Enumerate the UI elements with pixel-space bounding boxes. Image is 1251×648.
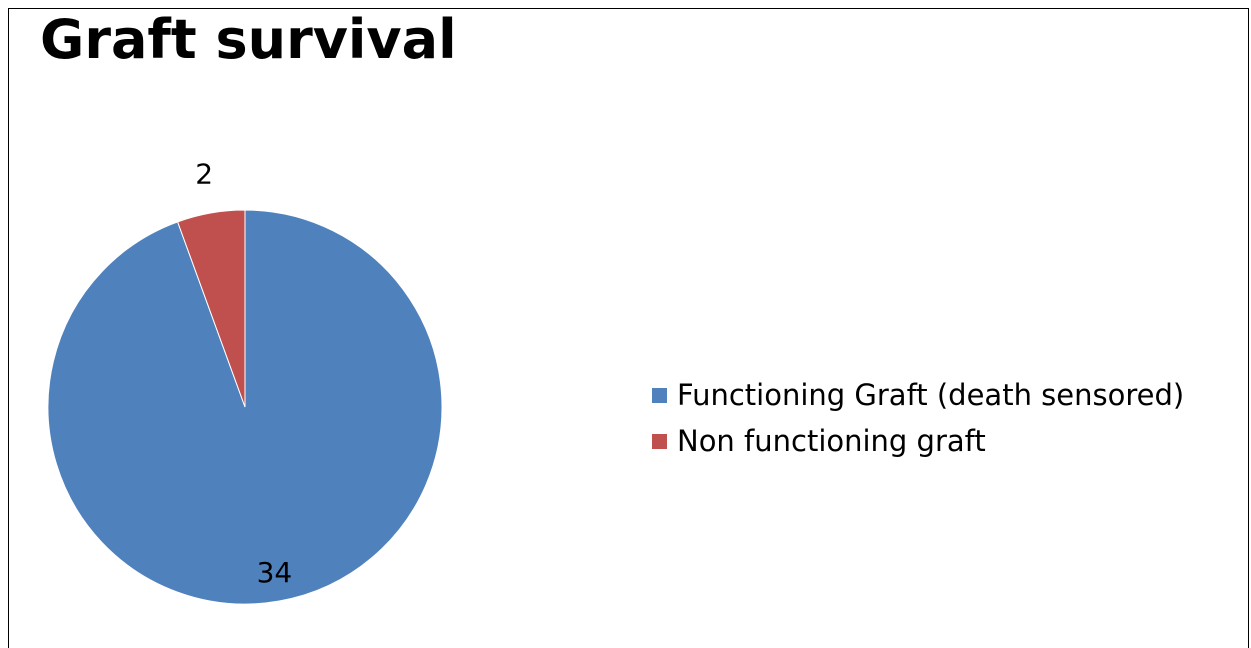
pie-slices (47, 209, 443, 605)
chart-title: Graft survival (40, 8, 457, 71)
legend-item-functioning: Functioning Graft (death sensored) (652, 372, 1184, 418)
legend-swatch-non-functioning (652, 433, 667, 449)
legend-swatch-functioning (652, 387, 667, 403)
data-label-non-functioning: 2 (195, 158, 213, 191)
pie-chart: 34 2 (47, 158, 443, 605)
pie-slice-non-functioning (176, 209, 246, 408)
pie-data-labels: 34 2 (195, 158, 292, 589)
chart-legend: Functioning Graft (death sensored) Non f… (652, 372, 1184, 464)
legend-label-functioning: Functioning Graft (death sensored) (677, 378, 1185, 412)
chart-frame (8, 8, 1249, 648)
legend-item-non-functioning: Non functioning graft (652, 418, 1184, 464)
data-label-functioning: 34 (257, 556, 293, 589)
legend-label-non-functioning: Non functioning graft (677, 424, 986, 458)
